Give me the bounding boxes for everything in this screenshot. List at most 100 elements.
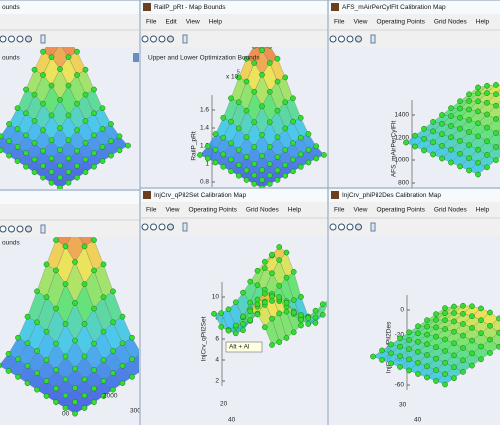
- menu-item[interactable]: Help: [288, 207, 302, 214]
- grid-node: [91, 305, 97, 312]
- grid-node: [53, 385, 59, 392]
- menu-item[interactable]: Help: [476, 19, 490, 26]
- grid-node: [290, 156, 296, 163]
- y-tick-label: 6: [215, 336, 219, 343]
- grid-node: [466, 98, 472, 104]
- menu-item[interactable]: View: [353, 19, 367, 26]
- menu-item[interactable]: Grid Nodes: [246, 207, 280, 214]
- menu-item[interactable]: File: [334, 207, 345, 214]
- grid-node: [478, 317, 484, 324]
- grid-node: [493, 130, 499, 136]
- toolbar-button[interactable]: [141, 35, 149, 43]
- grid-node: [82, 169, 89, 176]
- grid-node: [0, 133, 4, 140]
- toolbar-button[interactable]: [8, 225, 15, 233]
- toolbar-button[interactable]: [182, 222, 188, 232]
- toolbar-button[interactable]: [346, 35, 354, 43]
- toolbar-button[interactable]: [16, 225, 24, 233]
- grid-node: [72, 259, 78, 265]
- grid-node: [91, 340, 97, 347]
- grid-node: [487, 322, 493, 329]
- toolbar-button[interactable]: [329, 223, 337, 231]
- toolbar-button[interactable]: [355, 35, 362, 43]
- grid-node: [493, 91, 499, 97]
- grid-node: [57, 184, 63, 189]
- y-tick-label: 1.4: [200, 125, 209, 132]
- menu-item[interactable]: Grid Nodes: [434, 19, 468, 26]
- x-tick-label: 40: [228, 417, 236, 424]
- grid-node: [448, 134, 454, 141]
- toolbar-button[interactable]: [16, 35, 24, 43]
- y-tick-label: 2: [215, 378, 219, 385]
- grid-node: [251, 119, 258, 126]
- grid-node: [457, 150, 463, 157]
- toolbar-button[interactable]: [8, 35, 15, 43]
- grid-node: [442, 310, 448, 317]
- grid-node: [99, 158, 106, 164]
- grid-node: [379, 357, 385, 363]
- grid-node: [218, 310, 225, 316]
- menu-item[interactable]: Operating Points: [376, 19, 425, 26]
- toolbar-button[interactable]: [329, 35, 337, 43]
- toolbar-button[interactable]: [25, 225, 32, 233]
- grid-node: [433, 378, 439, 384]
- menu-item[interactable]: View: [353, 207, 367, 214]
- toolbar-button[interactable]: [167, 223, 174, 231]
- grid-node: [269, 251, 275, 258]
- toolbar-button[interactable]: [141, 223, 149, 231]
- toolbar-button[interactable]: [158, 35, 166, 43]
- menu-item[interactable]: View: [165, 207, 179, 214]
- menu-item[interactable]: Operating Points: [188, 207, 237, 214]
- toolbar-button[interactable]: [158, 223, 166, 231]
- grid-node: [72, 410, 78, 417]
- grid-node: [34, 386, 40, 393]
- toolbar-button[interactable]: [40, 224, 46, 234]
- grid-node: [31, 66, 38, 73]
- grid-node: [23, 163, 29, 170]
- plot-caption: ounds: [2, 55, 20, 62]
- grid-node: [448, 146, 454, 153]
- grid-node: [235, 162, 242, 168]
- menu-item[interactable]: Help: [209, 19, 223, 26]
- toolbar-button[interactable]: [370, 222, 376, 232]
- menu-item[interactable]: Grid Nodes: [434, 207, 468, 214]
- grid-node: [91, 163, 97, 170]
- toolbar-button[interactable]: [150, 35, 157, 43]
- menu-item[interactable]: Operating Points: [376, 207, 425, 214]
- grid-node: [81, 392, 88, 399]
- menu-item[interactable]: File: [334, 19, 345, 26]
- menu-item[interactable]: Edit: [165, 19, 176, 26]
- toolbar-button[interactable]: [338, 223, 345, 231]
- grid-node: [119, 362, 126, 369]
- grid-node: [290, 309, 297, 316]
- grid-node: [34, 288, 40, 295]
- y-axis-label: AFS_mAirPerCylFlt: [391, 121, 398, 178]
- toolbar-button[interactable]: [338, 35, 345, 43]
- grid-node: [100, 378, 107, 384]
- toolbar-button[interactable]: [40, 34, 46, 44]
- menu-item[interactable]: View: [186, 19, 200, 26]
- toolbar-button[interactable]: [0, 35, 7, 43]
- toolbar-button[interactable]: [370, 34, 376, 44]
- menu-item[interactable]: File: [146, 19, 157, 26]
- grid-node: [442, 336, 448, 343]
- grid-node: [269, 315, 275, 322]
- toolbar-button[interactable]: [167, 35, 174, 43]
- menu-item[interactable]: File: [146, 207, 157, 214]
- toolbar-button[interactable]: [25, 35, 32, 43]
- toolbar-button[interactable]: [182, 34, 188, 44]
- window-title: AFS_mAirPerCylFlt Calibration Map: [342, 4, 446, 11]
- scroll-button[interactable]: [133, 53, 139, 62]
- toolbar-button[interactable]: [346, 223, 354, 231]
- grid-node: [240, 289, 246, 296]
- menu-item[interactable]: Help: [476, 207, 490, 214]
- grid-node: [283, 299, 290, 306]
- grid-node: [460, 302, 466, 309]
- grid-node: [433, 367, 439, 373]
- toolbar-button[interactable]: [150, 223, 157, 231]
- toolbar-button[interactable]: [0, 225, 7, 233]
- grid-node: [43, 393, 50, 399]
- grid-node: [43, 378, 50, 384]
- toolbar-button[interactable]: [355, 223, 362, 231]
- grid-node: [442, 326, 448, 332]
